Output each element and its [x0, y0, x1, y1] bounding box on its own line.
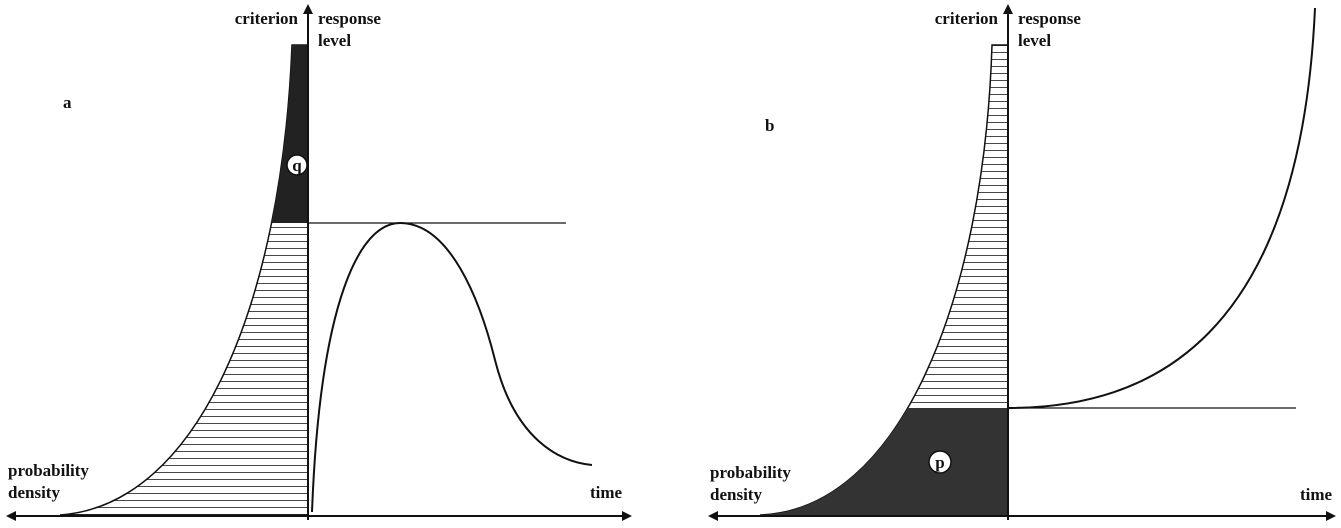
- criterion-label: criterion: [935, 9, 999, 28]
- density-label: density: [8, 483, 60, 502]
- time-label: time: [590, 483, 623, 502]
- marker-label: p: [935, 453, 944, 472]
- time-label: time: [1300, 485, 1333, 504]
- response-curve: [311, 221, 593, 513]
- response-curve: [1007, 7, 1316, 409]
- panel-b: p b criterion response level probability…: [708, 4, 1336, 521]
- panel-letter: a: [63, 93, 72, 112]
- distribution: [59, 44, 309, 516]
- panel-a: q a criterion response level probability…: [6, 4, 632, 521]
- density-label: probability: [8, 461, 89, 480]
- response-label: level: [1018, 31, 1051, 50]
- response-label: response: [318, 9, 381, 28]
- panel-letter: b: [765, 116, 774, 135]
- response-label: level: [318, 31, 351, 50]
- density-label: probability: [710, 463, 791, 482]
- marker: [286, 154, 308, 176]
- criterion-label: criterion: [235, 9, 299, 28]
- response-label: response: [1018, 9, 1081, 28]
- marker: [928, 450, 952, 474]
- density-label: density: [710, 485, 762, 504]
- shaded-area: [271, 45, 308, 223]
- shaded-area: [760, 408, 1008, 515]
- marker-label: q: [292, 156, 302, 175]
